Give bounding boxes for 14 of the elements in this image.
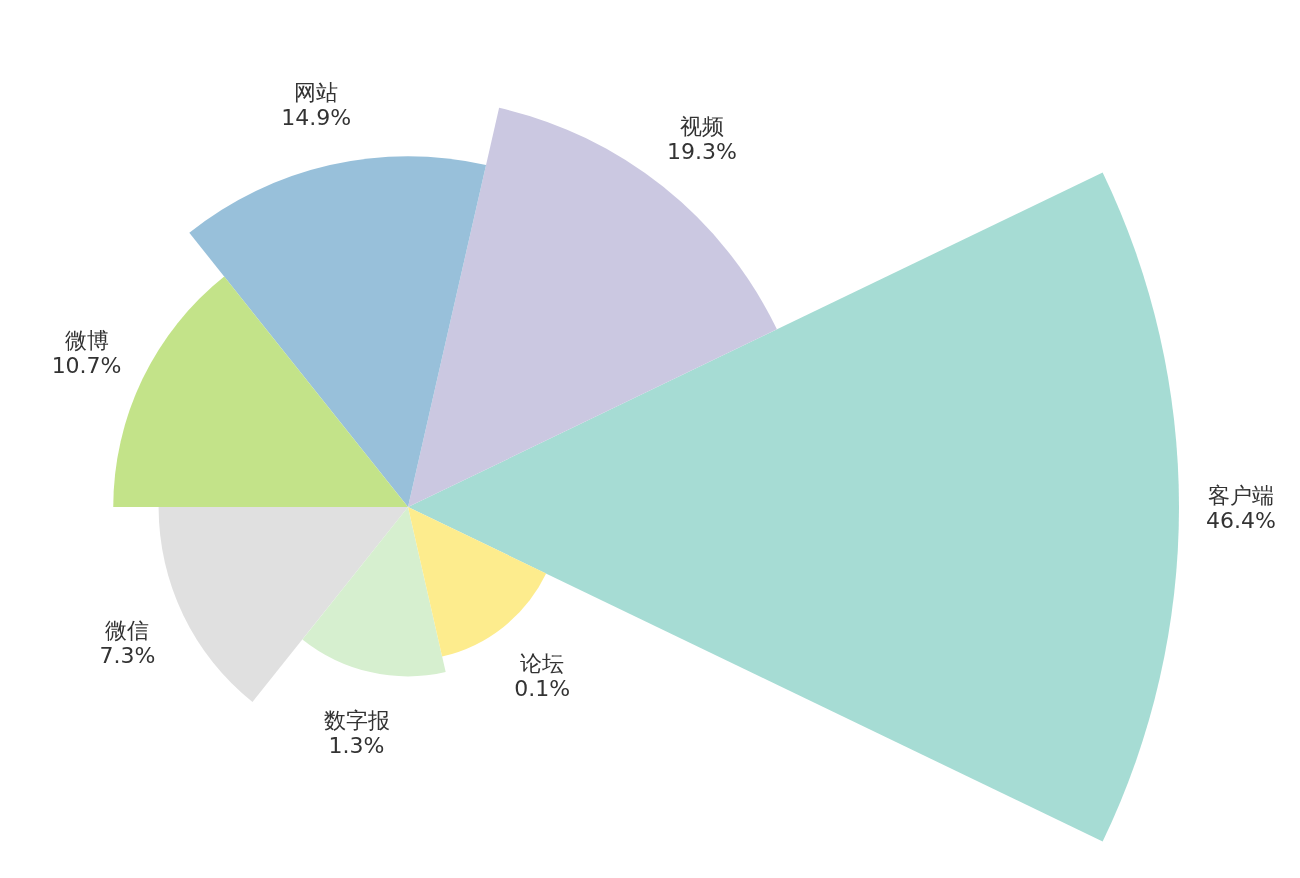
category-label: 客户端	[1208, 482, 1274, 508]
category-label: 视频	[679, 113, 724, 139]
category-label: 网站	[294, 80, 339, 106]
data-label: 10.7%	[51, 353, 122, 379]
data-label: 46.4%	[1206, 507, 1276, 533]
category-label: 微信	[105, 617, 150, 643]
data-label: 1.3%	[328, 733, 385, 759]
category-label: 微博	[64, 327, 109, 353]
category-label: 数字报	[323, 708, 390, 734]
data-label: 7.3%	[99, 643, 156, 669]
data-label: 19.3%	[667, 139, 737, 165]
data-label: 0.1%	[514, 676, 571, 702]
category-label: 论坛	[520, 650, 565, 676]
data-label: 14.9%	[281, 105, 352, 131]
